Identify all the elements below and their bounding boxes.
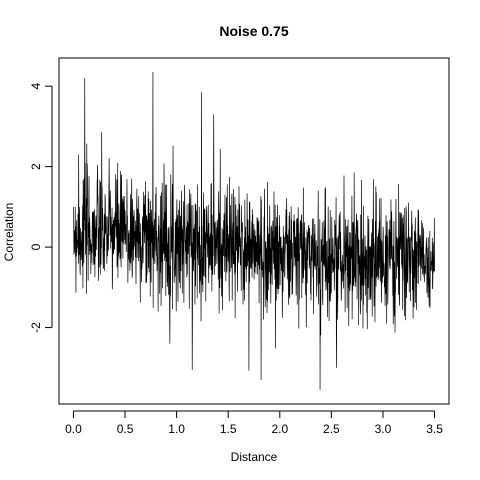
y-tick-label: -2 [29,322,43,333]
x-tick-label: 0.5 [117,422,134,436]
x-tick-label: 2.0 [271,422,288,436]
x-tick-label: 3.0 [375,422,392,436]
x-tick-label: 0.0 [65,422,82,436]
y-axis: -2 0 2 4 [29,83,52,333]
y-tick-label: 4 [29,83,43,90]
y-tick-label: 2 [29,163,43,170]
x-tick-label: 3.5 [426,422,443,436]
chart-title: Noise 0.75 [219,23,288,39]
y-tick-label: 0 [29,243,43,250]
x-axis: 0.0 0.5 1.0 1.5 2.0 2.5 3.0 3.5 [65,411,443,436]
series-layer [73,72,434,390]
y-axis-label: Correlation [2,203,16,262]
x-tick-label: 1.0 [168,422,185,436]
x-tick-label: 2.5 [323,422,340,436]
series-line [73,72,434,390]
x-axis-label: Distance [231,450,278,464]
x-tick-label: 1.5 [220,422,237,436]
